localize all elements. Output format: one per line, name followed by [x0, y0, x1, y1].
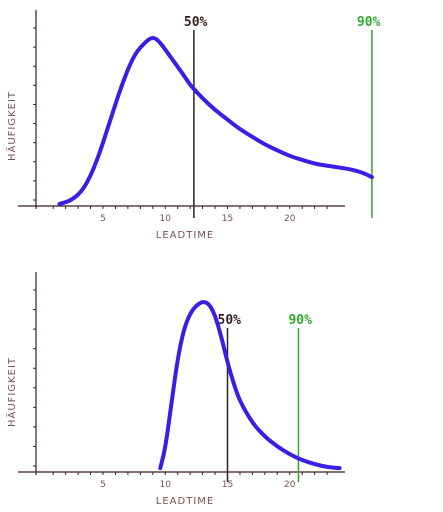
x-axis-label: LEADTIME [156, 496, 214, 507]
y-axis-label: HÄUFIGKEIT [5, 91, 18, 161]
x-tick-label: 10 [160, 480, 172, 490]
distribution-curve [158, 300, 342, 471]
percentile-marker-label: 90% [288, 313, 312, 328]
x-axis-label: LEADTIME [156, 230, 214, 241]
x-tick-label: 15 [222, 214, 233, 224]
x-tick-label: 15 [222, 480, 233, 490]
x-tick-label: 20 [284, 480, 296, 490]
y-axis-label: HÄUFIGKEIT [5, 357, 18, 427]
x-tick-label: 5 [100, 480, 106, 490]
percentile-marker-label: 50% [218, 313, 242, 328]
chart-panel-2: 5 10 15 20 LEADTIME HÄUFIGKEIT 50% 90% [5, 272, 345, 507]
chart-panel-1: 5 10 15 20 LEADTIME HÄUFIGKEIT 50% 90% [5, 10, 381, 241]
percentile-marker-label: 90% [357, 15, 381, 30]
x-tick-label: 5 [100, 214, 106, 224]
distribution-curve [57, 36, 374, 207]
x-tick-label: 20 [284, 214, 296, 224]
percentile-marker-label: 50% [184, 15, 208, 30]
x-tick-label: 10 [160, 214, 172, 224]
